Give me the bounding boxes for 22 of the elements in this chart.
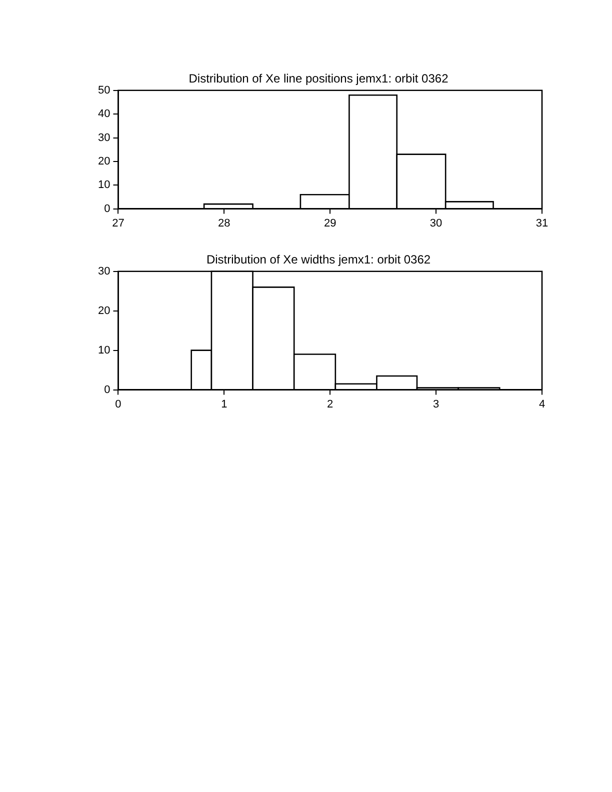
x-tick-label: 27 — [112, 217, 124, 230]
x-tick-label: 31 — [536, 217, 548, 230]
y-tick-label: 30 — [98, 265, 110, 278]
y-tick-label: 20 — [98, 155, 110, 168]
chart-title: Distribution of Xe line positions jemx1: orbit 0362 — [188, 72, 449, 86]
y-tick-label: 0 — [104, 384, 110, 396]
x-tick-label: 0 — [115, 398, 122, 410]
x-tick-label: 30 — [430, 217, 442, 230]
y-tick-label: 10 — [98, 179, 110, 192]
x-tick-label: 2 — [327, 398, 334, 410]
y-tick-label: 30 — [98, 132, 110, 144]
y-tick-label: 0 — [104, 202, 110, 215]
chart-title: Distribution of Xe widths jemx1: orbit 0362 — [206, 252, 431, 267]
y-tick-label: 50 — [98, 84, 110, 96]
x-tick-label: 29 — [324, 217, 336, 230]
y-tick-label: 40 — [98, 108, 110, 120]
x-tick-label: 1 — [221, 398, 228, 410]
x-tick-label: 3 — [432, 398, 440, 410]
y-tick-label: 20 — [98, 304, 110, 317]
y-tick-label: 10 — [98, 344, 110, 356]
x-tick-label: 4 — [538, 398, 546, 410]
x-tick-label: 28 — [218, 217, 230, 230]
